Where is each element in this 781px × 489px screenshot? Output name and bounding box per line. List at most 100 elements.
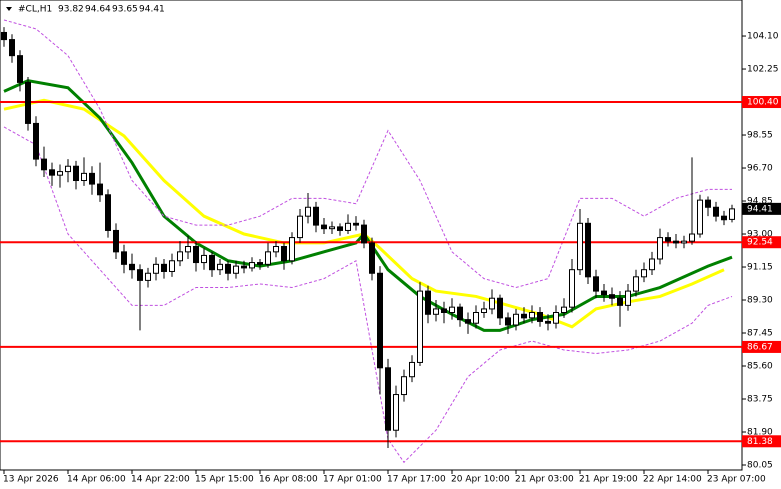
candle-body — [153, 263, 159, 274]
candle-body — [201, 254, 207, 264]
candle-body — [273, 246, 279, 253]
candle-body — [609, 294, 615, 299]
candle-body — [217, 263, 223, 271]
candle-body — [601, 290, 607, 296]
symbol: #CL,H1 — [18, 5, 52, 15]
candle-body — [633, 276, 639, 292]
y-tick-label: 102.25 — [747, 65, 779, 75]
candle-body — [193, 246, 199, 264]
x-tick-label: 21 Apr 03:00 — [515, 475, 574, 485]
level-tag — [742, 96, 781, 109]
candle-body — [369, 242, 375, 274]
candle-body — [505, 317, 511, 326]
candle-body — [497, 297, 503, 319]
level-tag — [742, 435, 781, 448]
candle-body — [241, 265, 247, 269]
plot-frame — [0, 0, 743, 471]
header-open: 93.82 — [58, 5, 84, 15]
candle-body — [161, 263, 167, 272]
candle-body — [129, 263, 135, 271]
candle-body — [289, 237, 295, 262]
candle-body — [449, 306, 455, 314]
y-tick-label: 89.30 — [747, 296, 773, 306]
candle-body — [409, 361, 415, 378]
candle-body — [257, 262, 263, 265]
x-tick-label: 17 Apr 01:00 — [323, 475, 382, 485]
candle-body — [649, 258, 655, 271]
y-tick-label: 91.15 — [747, 263, 773, 273]
y-tick-label: 83.75 — [747, 395, 773, 405]
candle-body — [233, 265, 239, 274]
candle-body — [585, 222, 591, 278]
moving-average — [3, 98, 725, 329]
candle-body — [265, 251, 271, 265]
y-tick-label: 87.45 — [747, 329, 773, 339]
candle-body — [329, 226, 335, 230]
y-tick-label: 93.00 — [747, 230, 773, 240]
menu-triangle — [6, 7, 12, 11]
x-tick-label: 22 Apr 14:00 — [643, 475, 702, 485]
candle-body — [641, 269, 647, 278]
candle-body — [321, 224, 327, 230]
y-tick-label: 98.55 — [747, 131, 773, 141]
candle-body — [393, 394, 399, 431]
last-price-tag — [742, 202, 781, 215]
candle-body — [121, 251, 127, 265]
candle-body — [457, 306, 463, 321]
candle-body — [425, 290, 431, 315]
candle-body — [513, 313, 519, 326]
candle-body — [353, 222, 359, 226]
y-tick-label: 94.85 — [747, 197, 773, 207]
x-tick-label: 20 Apr 10:00 — [451, 475, 510, 485]
candle-body — [529, 312, 535, 319]
candle-body — [281, 246, 287, 262]
candle-body — [681, 240, 687, 244]
candle-body — [489, 297, 495, 310]
candle-body — [433, 308, 439, 315]
header-low: 93.65 — [112, 5, 138, 15]
candle-body — [689, 233, 695, 242]
candle-body — [577, 222, 583, 271]
candle-body — [225, 263, 231, 274]
candle-body — [377, 272, 383, 369]
candle-body — [337, 226, 343, 231]
candle-body — [441, 308, 447, 314]
candle-body — [33, 122, 39, 160]
candle-body — [473, 312, 479, 324]
candle-body — [385, 367, 391, 431]
candle-body — [177, 251, 183, 262]
last-price-label: 94.41 — [747, 204, 773, 214]
candle-body — [713, 206, 719, 217]
candle-body — [625, 290, 631, 306]
header-high: 94.64 — [85, 5, 111, 15]
x-tick-label: 13 Apr 2026 — [3, 475, 59, 485]
level-label: 81.38 — [747, 437, 773, 447]
candle-body — [49, 169, 55, 176]
candle-body — [17, 55, 23, 83]
candle-body — [521, 313, 527, 319]
candle-body — [697, 199, 703, 235]
candle-body — [537, 312, 543, 322]
candle-body — [553, 312, 559, 324]
candle-body — [105, 194, 111, 231]
candle-body — [185, 246, 191, 253]
candle-body — [721, 215, 727, 221]
candle-body — [249, 262, 255, 269]
y-tick-label: 81.90 — [747, 428, 773, 438]
candle-body — [297, 215, 303, 239]
candle-body — [113, 229, 119, 253]
candle-body — [1, 31, 7, 41]
candle-body — [593, 276, 599, 292]
candle-body — [361, 224, 367, 244]
band-line — [3, 19, 732, 289]
candle-body — [345, 222, 351, 231]
level-label: 86.67 — [747, 342, 773, 352]
candle-body — [401, 376, 407, 396]
candle-body — [561, 306, 567, 314]
candle-body — [705, 199, 711, 208]
candle-body — [9, 39, 15, 57]
candle-body — [569, 269, 575, 308]
candle-body — [145, 272, 151, 281]
band-line — [3, 126, 733, 464]
